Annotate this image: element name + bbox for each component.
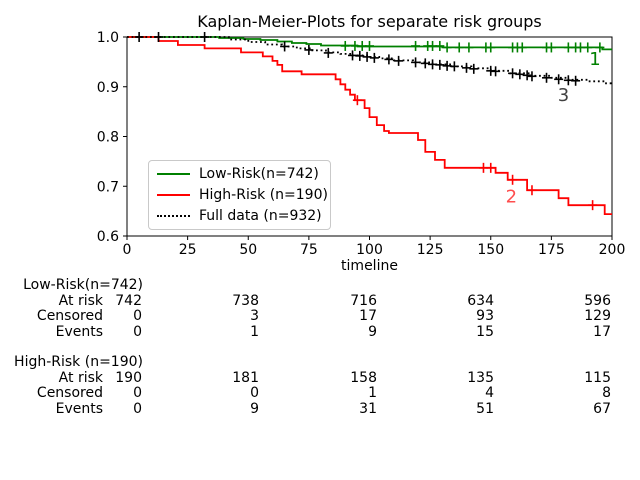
svg-text:1: 1: [589, 49, 600, 70]
cell: 0: [250, 385, 259, 401]
svg-text:125: 125: [417, 242, 444, 258]
cell: 181: [232, 370, 259, 386]
chart-title: Kaplan-Meier-Plots for separate risk gro…: [197, 12, 542, 31]
cell: 115: [584, 370, 611, 386]
cell: 634: [467, 293, 494, 309]
cell: 596: [584, 293, 611, 309]
legend-label-low-risk: Low-Risk(n=742): [199, 165, 319, 182]
cell: 9: [368, 324, 377, 340]
svg-text:timeline: timeline: [341, 258, 398, 274]
svg-text:1.0: 1.0: [97, 30, 119, 46]
svg-text:0.6: 0.6: [97, 229, 119, 245]
cell: 67: [593, 401, 611, 417]
cell: 17: [359, 308, 377, 324]
cell: 15: [476, 324, 494, 340]
svg-text:200: 200: [599, 242, 626, 258]
svg-text:50: 50: [239, 242, 257, 258]
cell: 742: [115, 293, 142, 309]
legend-item-high-risk: High-Risk (n=190): [149, 185, 330, 205]
cell: 190: [115, 370, 142, 386]
cell: 158: [350, 370, 377, 386]
cell: 716: [350, 293, 377, 309]
row-label: Events: [55, 401, 103, 417]
svg-text:25: 25: [179, 242, 197, 258]
row-label: At risk: [58, 370, 103, 386]
cell: 4: [485, 385, 494, 401]
cell: 9: [250, 401, 259, 417]
cell: 738: [232, 293, 259, 309]
svg-text:2: 2: [506, 187, 517, 208]
legend-item-full-data: Full data (n=932): [149, 206, 330, 226]
svg-text:0.8: 0.8: [97, 130, 119, 146]
legend-label-high-risk: High-Risk (n=190): [199, 186, 328, 203]
row-label: At risk: [58, 293, 103, 309]
svg-text:0.7: 0.7: [97, 179, 119, 195]
legend-line-full-data-icon: [157, 215, 190, 218]
svg-text:150: 150: [477, 242, 504, 258]
legend-label-full-data: Full data (n=932): [199, 208, 322, 225]
risk-table-low-header: Low-Risk(n=742): [23, 277, 143, 293]
cell: 0: [133, 401, 142, 417]
cell: 93: [476, 308, 494, 324]
svg-text:0: 0: [123, 242, 132, 258]
row-label: Censored: [36, 308, 103, 324]
cell: 135: [467, 370, 494, 386]
cell: 1: [250, 324, 259, 340]
cell: 0: [133, 308, 142, 324]
legend-line-low-risk-icon: [157, 172, 190, 175]
cell: 3: [250, 308, 259, 324]
cell: 8: [602, 385, 611, 401]
cell: 17: [593, 324, 611, 340]
legend-item-low-risk: Low-Risk(n=742): [149, 164, 330, 184]
cell: 31: [359, 401, 377, 417]
row-label: Censored: [36, 385, 103, 401]
svg-text:175: 175: [538, 242, 565, 258]
legend: Low-Risk(n=742) High-Risk (n=190) Full d…: [148, 160, 331, 230]
svg-text:100: 100: [356, 242, 383, 258]
cell: 51: [476, 401, 494, 417]
cell: 1: [368, 385, 377, 401]
row-label: Events: [55, 324, 103, 340]
risk-table-high-header: High-Risk (n=190): [14, 354, 143, 370]
legend-line-high-risk-icon: [157, 193, 190, 196]
cell: 129: [584, 308, 611, 324]
svg-text:3: 3: [558, 85, 569, 106]
svg-text:75: 75: [300, 242, 318, 258]
cell: 0: [133, 385, 142, 401]
svg-text:0.9: 0.9: [97, 80, 119, 96]
cell: 0: [133, 324, 142, 340]
